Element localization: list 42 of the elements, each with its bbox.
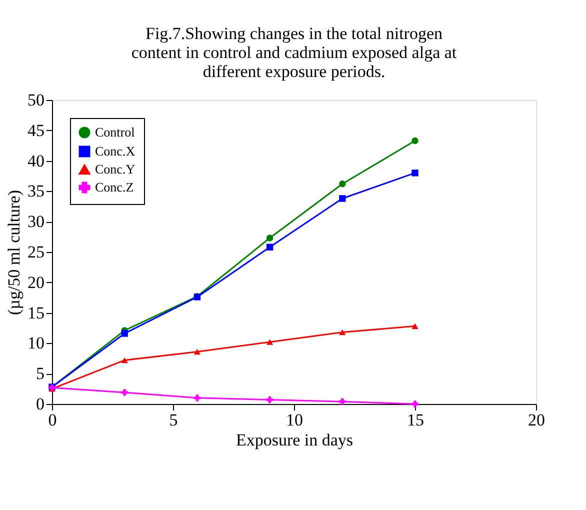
legend-label: Conc.Y	[95, 162, 136, 176]
y-tick-label: 0	[36, 394, 44, 414]
y-tick-label: 50	[28, 90, 44, 110]
legend-label: Conc.Z	[95, 180, 134, 194]
point	[412, 323, 418, 330]
y-tick-label: 15	[28, 303, 44, 322]
y-tick-label: 45	[28, 120, 44, 140]
x-tick-label: 20	[528, 410, 545, 430]
x-tick-label: 15	[407, 410, 424, 430]
x-tick-label: 10	[286, 410, 303, 430]
point	[266, 396, 274, 404]
point	[194, 394, 201, 402]
point	[412, 137, 418, 144]
point	[121, 357, 128, 364]
point	[412, 400, 418, 408]
x-axis-title: Exposure in days	[236, 430, 354, 450]
point	[339, 329, 346, 336]
y-tick-label: 5	[36, 364, 44, 384]
point	[339, 398, 346, 405]
point	[121, 330, 128, 337]
text: content in control and cadmium exposed alga at	[131, 43, 457, 62]
y-tick-label: 40	[28, 151, 44, 170]
x-tick-label: 0	[48, 410, 57, 430]
y-tick-label: 20	[28, 272, 44, 292]
x-tick-label: 5	[169, 410, 178, 430]
y-tick-label: 35	[28, 182, 44, 201]
text: Fig.7.Showing changes in the total nitrogen	[146, 24, 442, 43]
point	[266, 234, 274, 242]
point	[121, 389, 128, 396]
point	[266, 244, 274, 250]
legend-label: Conc.X	[95, 144, 136, 158]
legend-label: Control	[95, 124, 136, 140]
point	[266, 339, 274, 345]
y-tick-label: 10	[28, 334, 44, 353]
point	[194, 348, 201, 355]
y-axis-title: (µg/50 ml culture)	[4, 190, 24, 315]
point	[339, 195, 346, 202]
y-tick-label: 25	[28, 242, 44, 262]
point	[412, 170, 418, 176]
point	[339, 180, 346, 188]
y-tick-label: 30	[28, 212, 44, 232]
text: different exposure periods.	[202, 62, 386, 81]
